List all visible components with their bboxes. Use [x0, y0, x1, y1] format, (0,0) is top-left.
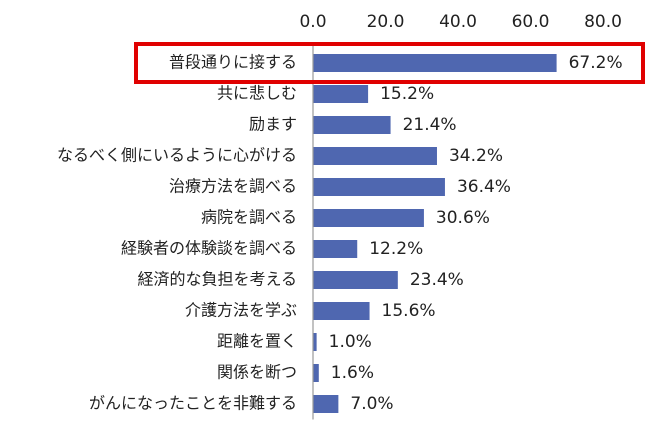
bar [313, 271, 398, 289]
x-tick-label: 80.0 [584, 12, 622, 32]
bar [313, 395, 339, 413]
category-label: なるべく側にいるように心がける [57, 146, 297, 165]
category-label: 関係を断つ [217, 363, 297, 382]
bar [313, 178, 445, 196]
category-label: 普段通りに接する [169, 53, 297, 72]
data-label: 1.6% [331, 363, 374, 383]
bar [313, 116, 391, 134]
data-labels: 67.2% 15.2% 21.4% 34.2% 36.4% 30.6% 12.2% 23.4%… [329, 53, 623, 414]
bar [313, 364, 319, 382]
category-label: 経済的な負担を考える [137, 270, 297, 289]
x-axis-ticks: 0.0 20.0 40.0 60.0 80.0 [299, 12, 621, 32]
bar [313, 54, 557, 72]
category-label: 経験者の体験談を調べる [121, 239, 297, 258]
x-tick-label: 20.0 [367, 12, 405, 32]
category-label: 介護方法を学ぶ [185, 301, 297, 320]
category-label: 共に悲しむ [217, 84, 297, 103]
category-labels: 普段通りに接する共に悲しむ励ますなるべく側にいるように心がける治療方法を調べる病… [57, 53, 297, 413]
x-tick-label: 0.0 [299, 12, 326, 32]
bar [313, 85, 369, 103]
highlight-box [134, 42, 645, 84]
bars [313, 54, 557, 413]
data-label: 36.4% [457, 177, 511, 197]
data-label: 30.6% [436, 208, 490, 228]
bar [313, 240, 358, 258]
category-label: 距離を置く [217, 332, 297, 351]
data-label: 12.2% [369, 239, 423, 259]
bar [313, 209, 424, 227]
data-label: 34.2% [449, 146, 503, 166]
bar [313, 302, 370, 320]
data-label: 1.0% [329, 332, 372, 352]
data-label: 15.2% [380, 84, 434, 104]
category-label: がんになったことを非難する [89, 394, 297, 413]
bar [313, 333, 317, 351]
data-label: 67.2% [569, 53, 623, 73]
data-label: 15.6% [382, 301, 436, 321]
category-label: 励ます [249, 115, 297, 134]
data-label: 23.4% [410, 270, 464, 290]
category-label: 治療方法を調べる [169, 177, 297, 196]
bar [313, 147, 437, 165]
category-label: 病院を調べる [201, 208, 297, 227]
x-tick-label: 60.0 [512, 12, 550, 32]
data-label: 21.4% [403, 115, 457, 135]
data-label: 7.0% [350, 394, 393, 414]
x-tick-label: 40.0 [439, 12, 477, 32]
